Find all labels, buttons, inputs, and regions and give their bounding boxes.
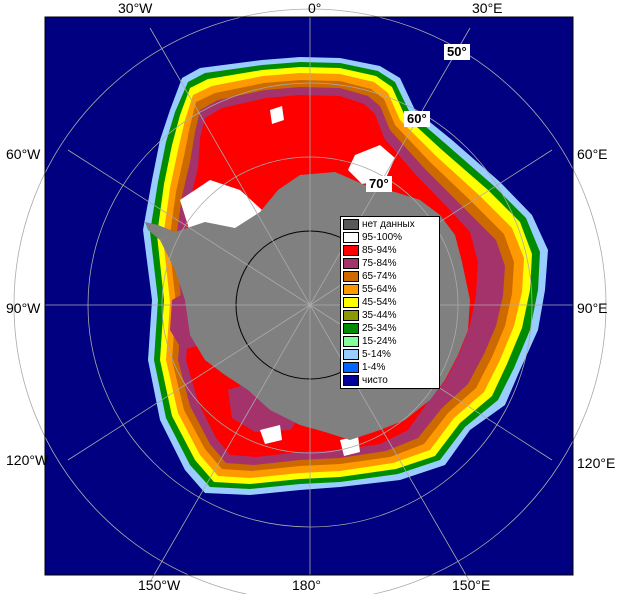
legend-swatch bbox=[343, 245, 359, 256]
lon-label-90e: 90°E bbox=[577, 300, 608, 316]
legend-swatch bbox=[343, 310, 359, 321]
lon-label-180: 180° bbox=[292, 577, 321, 593]
legend-swatch bbox=[343, 297, 359, 308]
legend-label: 5-14% bbox=[362, 349, 391, 360]
lon-label-150e: 150°E bbox=[452, 577, 491, 593]
legend-swatch bbox=[343, 336, 359, 347]
lon-label-150w: 150°W bbox=[138, 577, 181, 593]
ice-white-3 bbox=[260, 425, 282, 444]
legend-swatch bbox=[343, 323, 359, 334]
ice-white-5 bbox=[270, 106, 284, 124]
legend-label: 75-84% bbox=[362, 258, 397, 269]
lon-label-60e: 60°E bbox=[577, 146, 608, 162]
legend-item: 95-100% bbox=[343, 231, 437, 244]
legend-swatch bbox=[343, 375, 359, 386]
lon-label-120e: 120°E bbox=[577, 455, 616, 471]
legend-item: 15-24% bbox=[343, 335, 437, 348]
lat-label-60: 60° bbox=[404, 111, 430, 127]
legend-item: 25-34% bbox=[343, 322, 437, 335]
lon-label-30e-top: 30°E bbox=[472, 0, 503, 16]
legend-swatch bbox=[343, 258, 359, 269]
legend-label: 1-4% bbox=[362, 362, 386, 373]
legend-label: 25-34% bbox=[362, 323, 397, 334]
legend-label: 85-94% bbox=[362, 245, 397, 256]
legend-item: 1-4% bbox=[343, 361, 437, 374]
lat-label-50: 50° bbox=[444, 44, 470, 60]
legend-label: 45-54% bbox=[362, 297, 397, 308]
lat-label-70: 70° bbox=[366, 176, 392, 192]
legend: нет данных 95-100% 85-94% 75-84% 65-74% 55-64… bbox=[340, 216, 440, 389]
antarctic-peninsula bbox=[145, 222, 175, 240]
lon-label-90w: 90°W bbox=[6, 300, 41, 316]
ice-white-4 bbox=[340, 436, 360, 456]
legend-label: 55-64% bbox=[362, 284, 397, 295]
legend-label: 95-100% bbox=[362, 232, 403, 243]
lon-label-120w: 120°W bbox=[6, 452, 49, 468]
legend-item: нет данных bbox=[343, 218, 437, 231]
legend-item: 85-94% bbox=[343, 244, 437, 257]
legend-item: 75-84% bbox=[343, 257, 437, 270]
legend-label: нет данных bbox=[362, 219, 415, 230]
legend-label: 15-24% bbox=[362, 336, 397, 347]
legend-item: 45-54% bbox=[343, 296, 437, 309]
legend-item: 55-64% bbox=[343, 283, 437, 296]
lon-label-30w-top: 30°W bbox=[118, 0, 153, 16]
lon-label-0-top: 0° bbox=[308, 0, 322, 16]
lon-label-60w: 60°W bbox=[6, 146, 41, 162]
legend-swatch bbox=[343, 349, 359, 360]
map-frame bbox=[13, 8, 607, 594]
legend-swatch bbox=[343, 362, 359, 373]
legend-swatch bbox=[343, 232, 359, 243]
legend-item: 65-74% bbox=[343, 270, 437, 283]
legend-swatch bbox=[343, 271, 359, 282]
legend-label: 35-44% bbox=[362, 310, 397, 321]
legend-swatch bbox=[343, 284, 359, 295]
legend-swatch bbox=[343, 219, 359, 230]
legend-item: 35-44% bbox=[343, 309, 437, 322]
legend-item: чисто bbox=[343, 374, 437, 387]
legend-label: 65-74% bbox=[362, 271, 397, 282]
legend-item: 5-14% bbox=[343, 348, 437, 361]
legend-label: чисто bbox=[362, 375, 388, 386]
ice-white-2 bbox=[348, 145, 395, 184]
